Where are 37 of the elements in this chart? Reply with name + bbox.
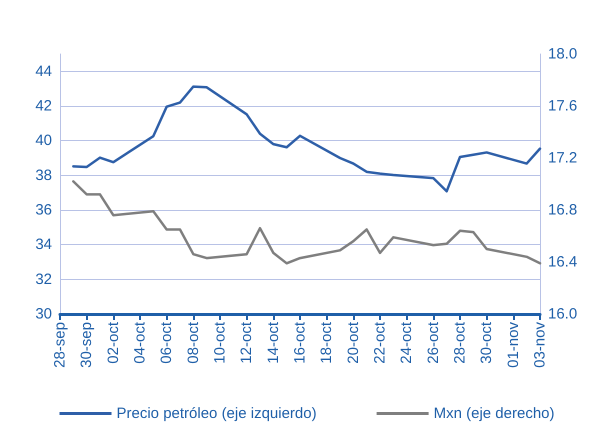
- x-tick-label: 08-oct: [184, 321, 202, 364]
- x-tick-label: 28-sep: [52, 322, 68, 368]
- x-tick-label: 10-oct: [212, 321, 228, 364]
- x-tick-label: 16-oct: [292, 321, 308, 364]
- x-tick-label: 30-oct: [478, 321, 496, 364]
- x-tick-label: 26-oct: [424, 321, 442, 364]
- y-tick-label: 30: [35, 306, 52, 322]
- y-tick-label: 44: [35, 62, 52, 80]
- x-tick-label: 20-oct: [344, 321, 362, 364]
- x-tick-label: 04-oct: [132, 321, 148, 364]
- x-tick-label: 03-nov: [532, 322, 548, 368]
- y-tick-label: 32: [35, 270, 52, 288]
- legend-label: Precio petróleo (eje izquierdo): [116, 405, 317, 422]
- x-tick-label: 02-oct: [104, 321, 122, 364]
- x-tick-label: 18-oct: [318, 321, 336, 364]
- line-series: [72, 85, 542, 193]
- x-tick-label: 30-sep: [78, 322, 96, 368]
- line-series: [72, 180, 542, 265]
- x-tick-label: 28-oct: [452, 321, 468, 364]
- y2-tick-label: 16.0: [548, 306, 578, 322]
- y2-tick-label: 16.8: [548, 202, 578, 218]
- y-tick-label: 34: [35, 236, 52, 254]
- x-tick-label: 14-oct: [264, 321, 282, 364]
- y2-tick-label: 18.0: [548, 46, 578, 62]
- y-tick-label: 36: [35, 202, 52, 218]
- y-tick-label: 40: [35, 132, 52, 150]
- x-tick-label: 06-oct: [158, 321, 176, 364]
- legend-label: Mxn (eje derecho): [434, 405, 554, 422]
- x-tick-label: 24-oct: [398, 321, 416, 364]
- x-tick-label: 01-nov: [504, 322, 522, 368]
- y2-tick-label: 17.2: [548, 150, 578, 166]
- y-tick-label: 38: [35, 166, 52, 184]
- x-tick-label: 22-oct: [372, 321, 388, 364]
- x-tick-label: 12-oct: [238, 321, 256, 364]
- y-tick-label: 42: [35, 98, 52, 114]
- y2-tick-label: 16.4: [548, 254, 578, 270]
- y2-tick-label: 17.6: [548, 98, 578, 114]
